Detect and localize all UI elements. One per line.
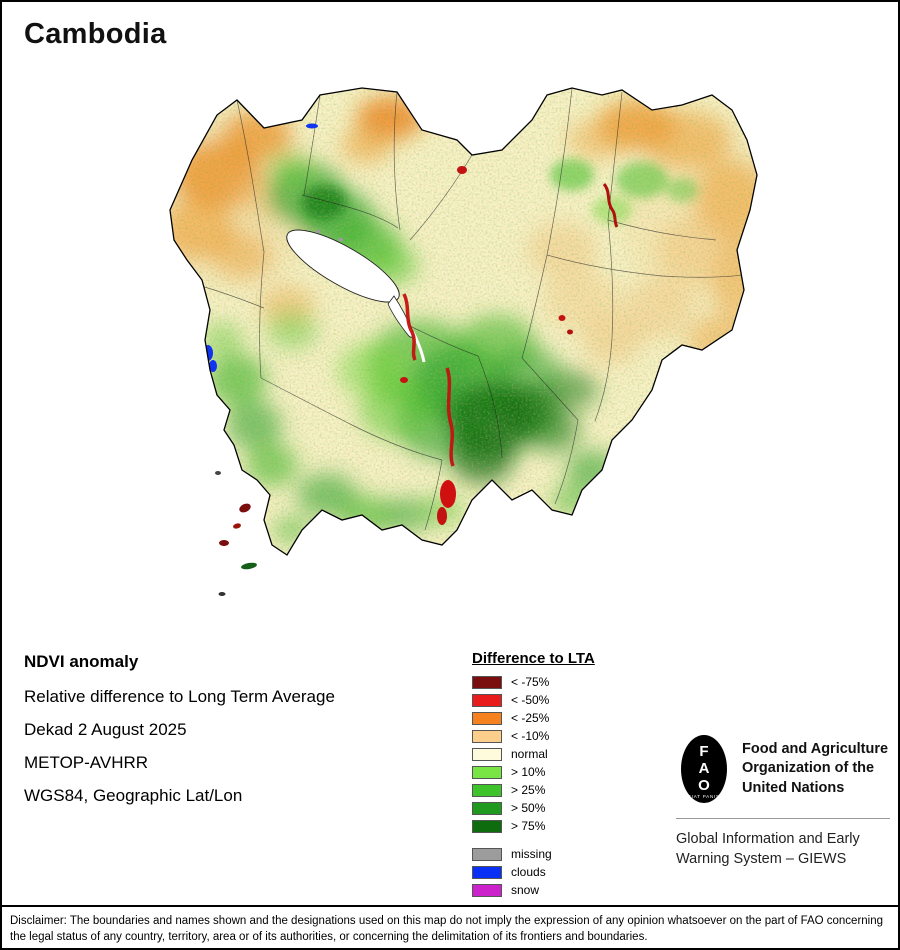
deficit-hotspots bbox=[400, 166, 619, 525]
disclaimer-text: Disclaimer: The boundaries and names sho… bbox=[10, 915, 884, 944]
legend-item: missing bbox=[472, 847, 595, 861]
legend-label: < -25% bbox=[511, 711, 550, 725]
giews-name: Global Information and Early Warning Sys… bbox=[676, 831, 860, 868]
legend-item: > 10% bbox=[472, 765, 595, 779]
legend-item: < -25% bbox=[472, 711, 595, 725]
legend-title: Difference to LTA bbox=[472, 650, 595, 667]
islands bbox=[215, 471, 257, 596]
legend-swatch bbox=[472, 847, 502, 861]
legend-swatch bbox=[472, 865, 502, 879]
legend-item: > 75% bbox=[472, 819, 595, 833]
legend-item: clouds bbox=[472, 865, 595, 879]
legend-swatch bbox=[472, 711, 502, 725]
legend-swatch bbox=[472, 747, 502, 761]
legend-label: < -10% bbox=[511, 729, 550, 743]
legend-items: < -75% < -50% < -25% < -10% normal > 10% > 25%… bbox=[472, 675, 595, 833]
legend-label: snow bbox=[511, 883, 540, 897]
ndvi-raster-layer bbox=[170, 88, 757, 555]
legend-item: > 50% bbox=[472, 801, 595, 815]
legend-swatch bbox=[472, 693, 502, 707]
legend-item: snow bbox=[472, 883, 595, 897]
legend-label: < -50% bbox=[511, 693, 550, 707]
legend-item: < -10% bbox=[472, 729, 595, 743]
cambodia-map-svg bbox=[169, 87, 758, 596]
footer-divider bbox=[2, 905, 898, 907]
legend-swatch bbox=[472, 729, 502, 743]
legend-label: missing bbox=[511, 847, 552, 861]
legend-swatch bbox=[472, 819, 502, 833]
legend-label: > 50% bbox=[511, 801, 546, 815]
info-sensor: METOP-AVHRR bbox=[24, 753, 149, 772]
page-title: Cambodia bbox=[24, 18, 167, 50]
legend-swatch bbox=[472, 675, 502, 689]
fao-logo-letter: F bbox=[699, 743, 708, 760]
legend-label: < -75% bbox=[511, 675, 550, 689]
legend-label: normal bbox=[511, 747, 548, 761]
legend-swatch bbox=[472, 783, 502, 797]
fao-logo-icon: F A O FIAT PANIS bbox=[681, 735, 727, 803]
fao-logo-letter: A bbox=[699, 760, 710, 777]
info-dekad: Dekad 2 August 2025 bbox=[24, 720, 187, 739]
legend-item: < -50% bbox=[472, 693, 595, 707]
legend-item: normal bbox=[472, 747, 595, 761]
fao-logo-motto: FIAT PANIS bbox=[688, 794, 720, 799]
legend-item: < -75% bbox=[472, 675, 595, 689]
map-metadata: NDVI anomaly Relative difference to Long… bbox=[24, 652, 335, 819]
legend-label: > 10% bbox=[511, 765, 546, 779]
province-boundaries bbox=[197, 88, 751, 531]
legend: Difference to LTA < -75% < -50% < -25% < -1… bbox=[472, 650, 595, 901]
legend-label: > 25% bbox=[511, 783, 546, 797]
info-product: Relative difference to Long Term Average bbox=[24, 687, 335, 706]
map-canvas bbox=[142, 80, 782, 605]
legend-extra-items: missing clouds snow bbox=[472, 847, 595, 897]
legend-label: > 75% bbox=[511, 819, 546, 833]
legend-swatch bbox=[472, 765, 502, 779]
info-projection: WGS84, Geographic Lat/Lon bbox=[24, 786, 243, 805]
fao-logo-letter: O bbox=[698, 777, 710, 794]
fao-divider bbox=[676, 818, 890, 819]
legend-swatch bbox=[472, 883, 502, 897]
info-heading: NDVI anomaly bbox=[24, 652, 139, 671]
legend-label: clouds bbox=[511, 865, 546, 879]
fao-org-name: Food and Agriculture Organization of the… bbox=[742, 741, 889, 796]
legend-swatch bbox=[472, 801, 502, 815]
legend-item: > 25% bbox=[472, 783, 595, 797]
fao-branding: F A O FIAT PANIS Food and Agriculture Or… bbox=[676, 732, 890, 870]
